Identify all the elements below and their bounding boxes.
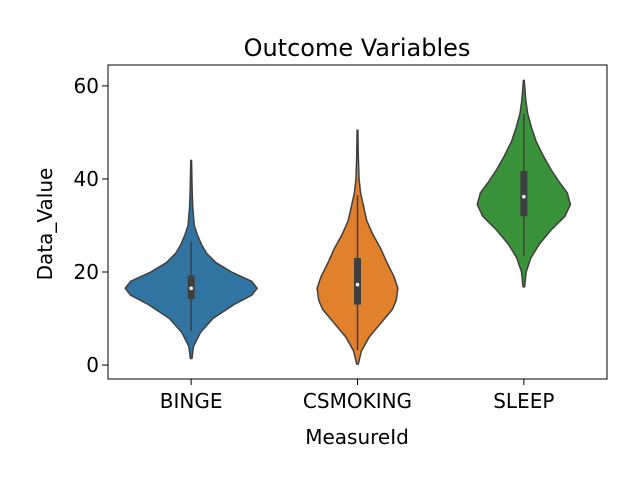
x-tick-label: CSMOKING	[303, 389, 412, 413]
violin-iqr-box	[354, 258, 361, 305]
x-tick-label: BINGE	[160, 389, 223, 413]
x-tick-label: SLEEP	[493, 389, 554, 413]
violin-median-dot	[355, 282, 360, 287]
violin-median-dot	[522, 194, 526, 199]
violin-sleep	[476, 79, 572, 288]
x-axis: BINGE CSMOKING SLEEP	[160, 379, 554, 413]
y-axis: 0 20 40 60	[74, 74, 108, 377]
y-tick-label: 20	[74, 260, 99, 284]
x-axis-label: MeasureId	[305, 425, 409, 449]
y-tick-label: 40	[74, 167, 99, 191]
y-axis-label: Data_Value	[33, 168, 57, 281]
violin-iqr-box	[520, 171, 528, 217]
violins-layer	[124, 79, 572, 365]
chart-title: Outcome Variables	[244, 34, 471, 62]
violin-median-dot	[189, 286, 193, 291]
y-tick-label: 0	[86, 353, 99, 377]
violin-csmoking	[316, 129, 399, 365]
y-tick-label: 60	[74, 74, 99, 98]
violin-binge	[124, 159, 258, 360]
